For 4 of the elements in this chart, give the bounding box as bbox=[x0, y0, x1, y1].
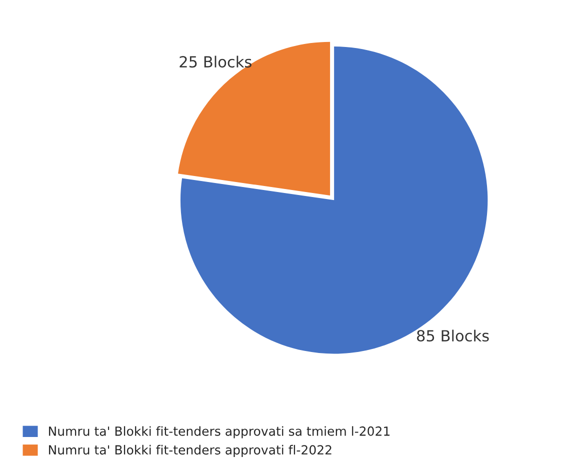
data-label: 85 Blocks bbox=[417, 330, 489, 342]
legend-label: Numru ta' Blokki fit-tenders approvati sa tmiem l-2021 bbox=[48, 426, 390, 438]
data-label: 25 Blocks bbox=[180, 56, 252, 68]
legend-label: Numru ta' Blokki fit-tenders approvati fl-2022 bbox=[48, 444, 332, 458]
